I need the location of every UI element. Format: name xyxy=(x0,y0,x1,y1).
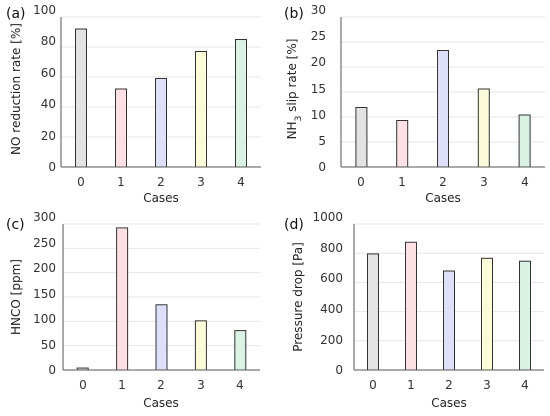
panel-a-ytick-labels: 0 20 40 60 80 100 xyxy=(33,3,56,174)
panel-d-xtick-4: 4 xyxy=(521,378,529,392)
panel-d-ytick-labels: 0 200 400 600 800 1000 xyxy=(312,210,343,377)
panel-a-bar-4 xyxy=(235,39,247,168)
panel-c-plot xyxy=(62,223,260,371)
panel-a-xtick-4: 4 xyxy=(237,175,245,189)
panel-d-ytick-1: 200 xyxy=(320,333,343,347)
panel-b-ytick-2: 10 xyxy=(311,108,326,122)
panel-a-bar-2 xyxy=(155,78,167,168)
panel-d-bar-0 xyxy=(367,253,379,371)
panel-d-ytick-2: 400 xyxy=(320,302,343,316)
panel-d-xtick-2: 2 xyxy=(445,378,453,392)
panel-a-ytick-3: 60 xyxy=(41,66,56,80)
panel-d-ytick-4: 800 xyxy=(320,241,343,255)
panel-a-label: (a) xyxy=(6,6,26,22)
panel-d: (d) 0 200 400 600 800 1000 0 1 2 3 4 Cas… xyxy=(284,210,529,410)
panel-a-bar-0 xyxy=(75,28,87,168)
panel-b-ytick-labels: 0 5 10 15 20 25 30 xyxy=(311,3,326,174)
panel-d-bar-2 xyxy=(443,270,455,371)
panel-c-bar-1 xyxy=(116,227,129,371)
panel-b-xtick-3: 3 xyxy=(480,175,488,189)
panel-a: (a) 0 20 40 60 80 100 0 1 2 3 4 Cases NO… xyxy=(6,3,245,205)
panel-c-xtick-3: 3 xyxy=(197,378,205,392)
panel-b-xtick-0: 0 xyxy=(357,175,365,189)
panel-c-xlabel: Cases xyxy=(143,396,179,410)
panel-b-ytick-6: 30 xyxy=(311,3,326,17)
panel-c-ytick-6: 300 xyxy=(33,210,56,224)
panel-b-bar-0 xyxy=(355,107,368,168)
panel-a-ytick-0: 0 xyxy=(48,160,56,174)
panel-c-label: (c) xyxy=(6,217,25,233)
panel-b-bar-1 xyxy=(396,120,409,168)
panel-b-ytick-4: 20 xyxy=(311,55,326,69)
panel-c-ytick-0: 0 xyxy=(48,363,56,377)
panel-b-xtick-4: 4 xyxy=(521,175,529,189)
panel-b-ylabel-part-2: slip rate [%] xyxy=(285,39,299,116)
panel-b-label: (b) xyxy=(284,6,304,22)
panel-d-ylabel: Pressure drop [Pa] xyxy=(291,242,305,352)
panel-d-ytick-0: 0 xyxy=(335,363,343,377)
panel-b-ytick-5: 25 xyxy=(311,29,326,43)
panel-a-xtick-labels: 0 1 2 3 4 xyxy=(77,175,245,189)
panel-b-xtick-labels: 0 1 2 3 4 xyxy=(357,175,529,189)
panel-c-ytick-5: 250 xyxy=(33,236,56,250)
panel-b-xtick-1: 1 xyxy=(398,175,406,189)
panel-a-xtick-3: 3 xyxy=(197,175,205,189)
panel-d-xtick-labels: 0 1 2 3 4 xyxy=(369,378,529,392)
panel-b-bar-4 xyxy=(518,114,531,168)
panel-c-ytick-2: 100 xyxy=(33,312,56,326)
panel-b-ylabel-subscript: 3 xyxy=(294,116,304,122)
panel-c-bar-4 xyxy=(234,330,247,371)
panel-b-bar-3 xyxy=(477,88,490,168)
panel-d-xtick-0: 0 xyxy=(369,378,377,392)
panel-c: (c) 0 50 100 150 200 250 300 0 1 2 3 4 C… xyxy=(6,210,244,410)
panel-d-bar-1 xyxy=(405,241,417,371)
panel-d-label: (d) xyxy=(284,217,304,233)
panel-a-xtick-2: 2 xyxy=(157,175,165,189)
panel-d-bar-4 xyxy=(519,260,531,371)
panel-d-bar-3 xyxy=(481,257,493,371)
panel-d-xtick-3: 3 xyxy=(483,378,491,392)
panel-c-ytick-1: 50 xyxy=(41,338,56,352)
panel-b-ytick-0: 0 xyxy=(318,160,326,174)
panel-c-ylabel: HNCO [ppm] xyxy=(9,259,23,335)
panel-a-plot xyxy=(60,16,261,168)
panel-a-ylabel: NO reduction rate [%] xyxy=(9,23,23,155)
panel-b-bar-2 xyxy=(437,50,449,168)
panel-c-bar-2 xyxy=(155,304,168,371)
panel-a-ytick-4: 80 xyxy=(41,34,56,48)
panel-a-ytick-1: 20 xyxy=(41,129,56,143)
panel-b-ytick-3: 15 xyxy=(311,82,326,96)
panel-b-ylabel: NH3 slip rate [%] xyxy=(285,39,304,140)
panel-a-ytick-5: 100 xyxy=(33,3,56,17)
panel-d-ytick-5: 1000 xyxy=(312,210,343,224)
panel-b-xlabel: Cases xyxy=(425,191,461,205)
panel-a-xtick-1: 1 xyxy=(117,175,125,189)
panel-b-xtick-2: 2 xyxy=(439,175,447,189)
panel-c-ytick-4: 200 xyxy=(33,261,56,275)
panel-b-ylabel-part-1: NH xyxy=(285,121,299,139)
panel-a-bar-3 xyxy=(195,51,207,168)
panel-d-xtick-1: 1 xyxy=(407,378,415,392)
panel-b-ytick-1: 5 xyxy=(318,134,326,148)
panel-a-xtick-0: 0 xyxy=(77,175,85,189)
panel-c-xtick-labels: 0 1 2 3 4 xyxy=(79,378,244,392)
panel-b-plot xyxy=(340,16,545,168)
panel-c-bar-3 xyxy=(194,320,207,371)
panel-d-plot xyxy=(353,223,544,371)
panel-a-ytick-2: 40 xyxy=(41,97,56,111)
panel-c-xtick-0: 0 xyxy=(79,378,87,392)
panel-c-xtick-1: 1 xyxy=(118,378,126,392)
panel-c-xtick-4: 4 xyxy=(236,378,244,392)
panel-c-xtick-2: 2 xyxy=(157,378,165,392)
panel-b: (b) 0 5 10 15 20 25 30 0 1 2 3 4 Cases N… xyxy=(284,3,529,205)
panel-d-ytick-3: 600 xyxy=(320,271,343,285)
panel-a-bar-1 xyxy=(115,88,127,168)
panel-c-ytick-labels: 0 50 100 150 200 250 300 xyxy=(33,210,56,377)
panel-d-xlabel: Cases xyxy=(431,396,467,410)
panel-c-ytick-3: 150 xyxy=(33,287,56,301)
panel-a-xlabel: Cases xyxy=(143,191,179,205)
